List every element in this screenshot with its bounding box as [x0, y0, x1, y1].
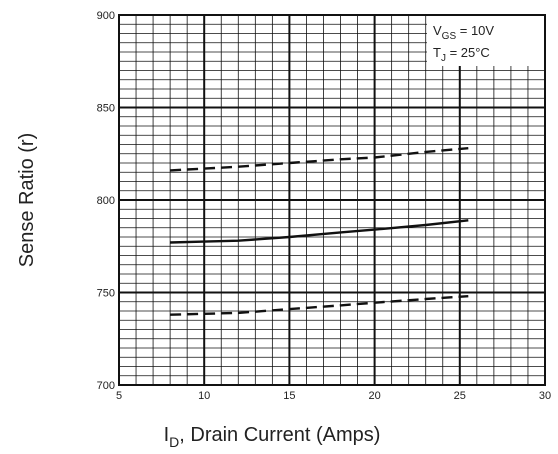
y-tick-label: 900	[97, 10, 115, 22]
condition-tj: TJ = 25°C	[433, 45, 490, 64]
series-line-3-dashed	[170, 295, 469, 316]
series-line-1-dashed	[170, 147, 469, 172]
series-line-2-solid	[170, 219, 469, 244]
y-tick-label: 700	[97, 380, 115, 392]
x-axis-title: ID, Drain Current (Amps)	[164, 424, 381, 450]
x-tick-label: 30	[539, 390, 551, 402]
grid	[118, 14, 546, 386]
tick-labels: 5 10 15 20 25 30 700 750 800 850 900	[97, 10, 551, 402]
y-axis-title: Sense Ratio (r)	[16, 133, 38, 268]
x-tick-label: 20	[368, 390, 380, 402]
x-tick-label: 25	[454, 390, 466, 402]
conditions-box	[427, 16, 544, 66]
y-tick-label: 800	[97, 195, 115, 207]
x-tick-label: 15	[283, 390, 295, 402]
y-tick-label: 750	[97, 288, 115, 300]
plot-frame	[118, 14, 546, 386]
series-layer	[170, 147, 469, 316]
x-tick-label: 10	[198, 390, 210, 402]
x-tick-label: 5	[116, 390, 122, 402]
condition-vgs: VGS = 10V	[433, 23, 494, 42]
y-tick-label: 850	[97, 103, 115, 115]
